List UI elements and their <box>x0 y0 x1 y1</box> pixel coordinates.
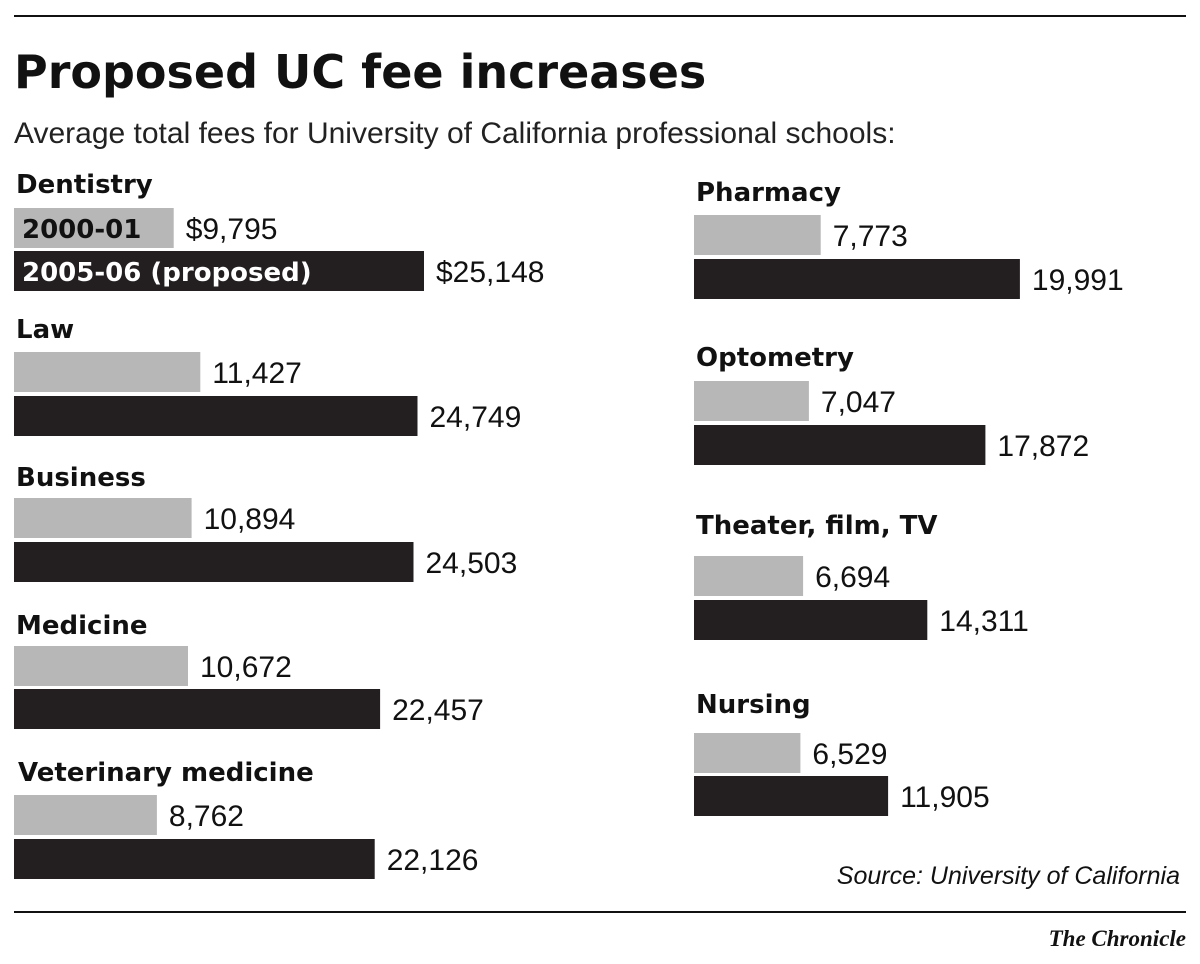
value-label-medicine-2005-06-proposed: 22,457 <box>392 694 484 727</box>
chart-subtitle: Average total fees for University of Cal… <box>14 117 896 150</box>
value-label-pharmacy-2005-06-proposed: 19,991 <box>1032 264 1124 297</box>
bar-optometry-2005-06-proposed <box>694 425 986 465</box>
bar-business-2005-06-proposed <box>14 542 414 582</box>
value-label-nursing-2005-06-proposed: 11,905 <box>900 781 990 814</box>
value-label-business-2005-06-proposed: 24,503 <box>426 547 518 580</box>
value-label-veterinary-medicine-2000-01: 8,762 <box>169 800 244 833</box>
chart-title: Proposed UC fee increases <box>14 45 706 99</box>
value-label-law-2005-06-proposed: 24,749 <box>430 401 522 434</box>
bar-veterinary-medicine-2000-01 <box>14 795 157 835</box>
bar-nursing-2005-06-proposed <box>694 776 889 816</box>
value-label-theater-film-tv-2005-06-proposed: 14,311 <box>939 605 1029 638</box>
value-label-dentistry-2005-06-proposed: $25,148 <box>436 256 544 289</box>
category-label-nursing: Nursing <box>696 690 811 720</box>
category-label-law: Law <box>16 315 74 345</box>
bar-pharmacy-2000-01 <box>694 215 821 255</box>
bar-nursing-2000-01 <box>694 733 801 773</box>
category-label-medicine: Medicine <box>16 611 148 641</box>
value-label-dentistry-2000-01: $9,795 <box>186 213 278 246</box>
category-label-theater-film-tv: Theater, film, TV <box>696 511 937 541</box>
value-label-optometry-2005-06-proposed: 17,872 <box>997 430 1089 463</box>
bar-dentistry-2005-06-proposed <box>14 251 424 291</box>
category-label-veterinary-medicine: Veterinary medicine <box>18 758 314 788</box>
bar-business-2000-01 <box>14 498 192 538</box>
bar-dentistry-2000-01 <box>14 208 174 248</box>
value-label-theater-film-tv-2000-01: 6,694 <box>815 561 890 594</box>
bars-layer: Dentistry $9,795 2000-01 $25,148 2005-06 (pr… <box>14 170 1124 879</box>
value-label-veterinary-medicine-2005-06-proposed: 22,126 <box>387 844 479 877</box>
value-label-nursing-2000-01: 6,529 <box>812 738 887 771</box>
category-label-pharmacy: Pharmacy <box>696 178 841 208</box>
legend-label-2000-01: 2000-01 <box>22 215 141 245</box>
bar-theater-film-tv-2005-06-proposed <box>694 600 928 640</box>
bar-pharmacy-2005-06-proposed <box>694 259 1020 299</box>
value-label-optometry-2000-01: 7,047 <box>821 386 896 419</box>
category-label-optometry: Optometry <box>696 343 854 373</box>
value-label-medicine-2000-01: 10,672 <box>200 651 292 684</box>
source-note: Source: University of California <box>837 862 1180 890</box>
value-label-law-2000-01: 11,427 <box>212 357 302 390</box>
bar-optometry-2000-01 <box>694 381 809 421</box>
bar-medicine-2000-01 <box>14 646 188 686</box>
credit: The Chronicle <box>1049 926 1186 951</box>
value-label-pharmacy-2000-01: 7,773 <box>833 220 908 253</box>
bar-theater-film-tv-2000-01 <box>694 556 804 596</box>
category-label-business: Business <box>16 463 146 493</box>
bar-law-2000-01 <box>14 352 201 392</box>
bar-medicine-2005-06-proposed <box>14 689 381 729</box>
bar-law-2005-06-proposed <box>14 396 418 436</box>
value-label-business-2000-01: 10,894 <box>204 503 296 536</box>
legend-label-2005-06-proposed: 2005-06 (proposed) <box>22 258 312 288</box>
bar-veterinary-medicine-2005-06-proposed <box>14 839 375 879</box>
category-label-dentistry: Dentistry <box>16 170 153 200</box>
